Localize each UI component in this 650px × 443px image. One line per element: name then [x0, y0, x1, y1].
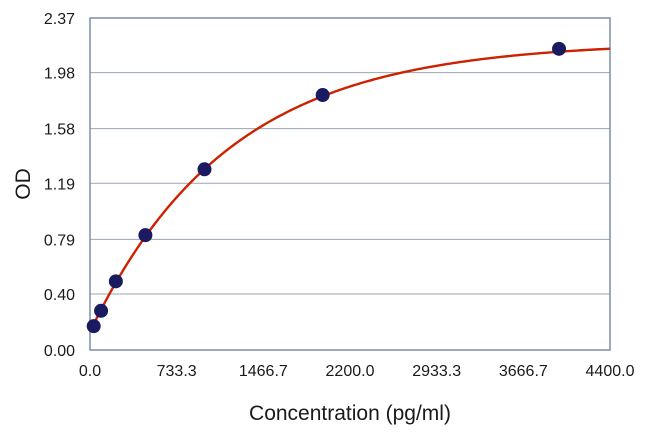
y-axis-ticks: 0.00 0.40 0.79 1.19 1.58 1.98 2.37 [44, 11, 75, 360]
data-point [138, 228, 153, 243]
x-axis-ticks: 0.0 733.3 1466.7 2200.0 2933.3 3666.7 4400.0 [79, 363, 635, 380]
y-tick-label: 1.98 [44, 66, 75, 83]
x-tick-label: 0.0 [79, 363, 101, 380]
gridlines [90, 72, 610, 295]
x-tick-label: 2933.3 [412, 363, 461, 380]
plot-area-frame [89, 17, 611, 351]
data-point [197, 162, 212, 177]
data-point [94, 303, 109, 318]
data-point [108, 274, 123, 289]
x-tick-label: 4400.0 [586, 363, 635, 380]
y-axis-title: OD [12, 168, 35, 200]
data-point [86, 319, 101, 334]
y-tick-label: 0.00 [44, 343, 75, 360]
y-tick-label: 1.58 [44, 122, 75, 139]
x-tick-label: 2200.0 [326, 363, 375, 380]
x-tick-label: 3666.7 [499, 363, 548, 380]
y-tick-label: 0.79 [44, 232, 75, 249]
data-point [315, 88, 330, 103]
x-tick-label: 1466.7 [239, 363, 288, 380]
fitted-curve [88, 47, 611, 333]
x-axis-title: Concentration (pg/ml) [249, 402, 451, 425]
data-point [552, 41, 567, 56]
y-tick-label: 2.37 [44, 11, 75, 28]
x-tick-label: 733.3 [157, 363, 197, 380]
data-points [86, 41, 567, 334]
y-tick-label: 1.19 [44, 176, 75, 193]
y-tick-label: 0.40 [44, 287, 75, 304]
